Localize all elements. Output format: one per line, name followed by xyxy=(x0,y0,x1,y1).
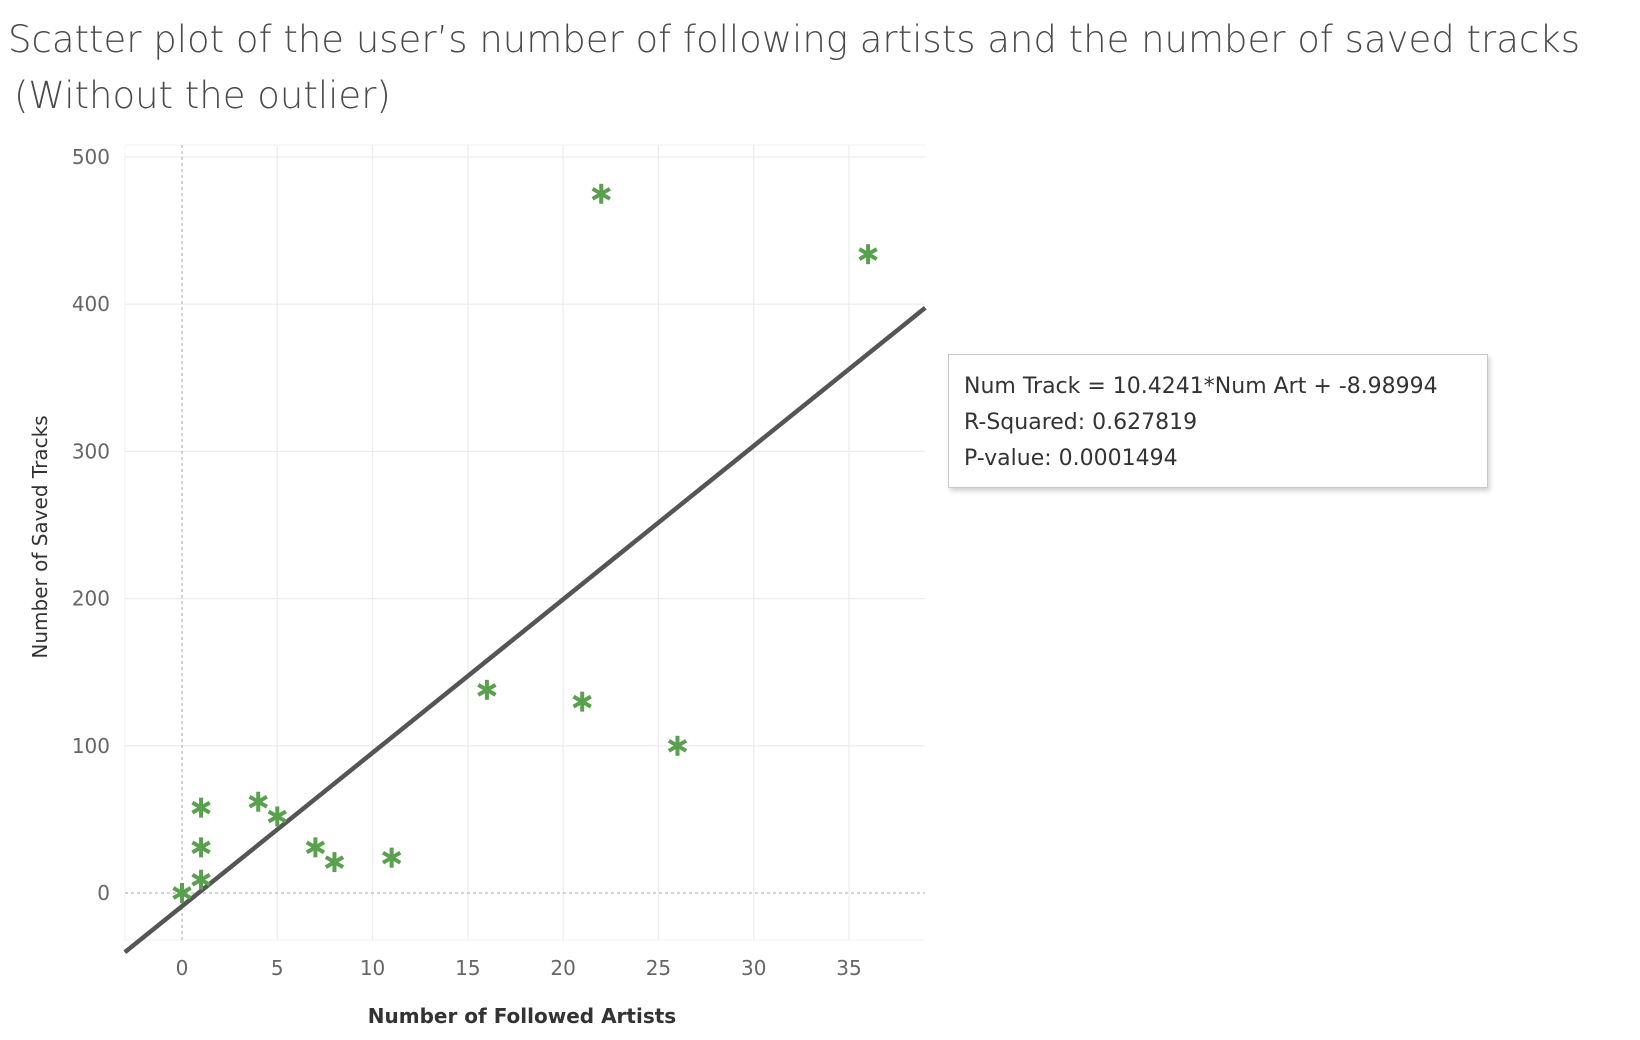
y-axis-ticks: 0 100 200 300 400 500 xyxy=(72,145,110,905)
data-point-stroke xyxy=(324,855,345,869)
data-points xyxy=(172,183,878,903)
data-point xyxy=(191,837,211,858)
trend-equation: Num Track = 10.4241*Num Art + -8.98994 xyxy=(964,374,1438,399)
y-tick-label: 400 xyxy=(72,292,110,316)
data-point xyxy=(858,244,878,265)
x-axis-title: Number of Followed Artists xyxy=(368,1004,676,1028)
data-point-stroke xyxy=(191,840,211,855)
trend-line xyxy=(123,306,927,955)
data-point xyxy=(191,797,211,818)
data-point-stroke xyxy=(305,840,326,855)
data-point-stroke xyxy=(172,886,192,900)
trend-line-tooltip: Num Track = 10.4241*Num Art + -8.98994 R… xyxy=(948,354,1488,488)
grid-lines xyxy=(124,144,925,941)
data-point xyxy=(305,837,326,858)
data-point xyxy=(667,735,688,756)
data-point-stroke xyxy=(591,187,611,201)
data-point-stroke xyxy=(248,795,268,809)
x-tick-label: 25 xyxy=(646,956,671,980)
x-axis-ticks: 0 5 10 15 20 25 30 35 xyxy=(176,956,862,980)
x-tick-label: 30 xyxy=(741,956,766,980)
x-tick-label: 15 xyxy=(455,956,480,980)
data-point-stroke xyxy=(267,809,287,824)
chart-title: Scatter plot of the user’s number of fol… xyxy=(8,12,1628,124)
y-tick-label: 300 xyxy=(72,439,110,463)
data-point xyxy=(267,806,287,827)
data-point xyxy=(172,883,192,903)
x-tick-label: 5 xyxy=(271,956,284,980)
data-point xyxy=(248,791,268,812)
data-point xyxy=(477,679,497,700)
data-point xyxy=(191,869,211,890)
data-point xyxy=(591,183,611,204)
x-tick-label: 10 xyxy=(360,956,385,980)
y-tick-label: 100 xyxy=(72,734,110,758)
y-axis-title: Number of Saved Tracks xyxy=(28,415,52,658)
trend-line-group xyxy=(123,306,927,955)
trend-r-squared: R-Squared: 0.627819 xyxy=(964,410,1198,435)
trend-p-value: P-value: 0.0001494 xyxy=(964,446,1178,471)
data-point xyxy=(381,847,402,868)
data-point-stroke xyxy=(381,850,402,865)
data-point-stroke xyxy=(572,694,592,709)
zero-lines xyxy=(125,145,925,940)
data-point-stroke xyxy=(191,873,211,887)
data-point-stroke xyxy=(667,739,688,753)
chart-title-line-2: (Without the outlier) xyxy=(14,74,391,117)
data-point xyxy=(572,691,592,712)
data-point-stroke xyxy=(191,800,211,815)
x-tick-label: 20 xyxy=(550,956,575,980)
chart-title-line-1: Scatter plot of the user’s number of fol… xyxy=(8,18,1580,61)
data-point-stroke xyxy=(858,247,878,261)
y-tick-label: 0 xyxy=(97,881,110,905)
y-tick-label: 200 xyxy=(72,587,110,611)
data-point xyxy=(324,852,345,873)
data-point-stroke xyxy=(477,683,497,697)
y-tick-label: 500 xyxy=(72,145,110,169)
x-tick-label: 35 xyxy=(836,956,861,980)
x-tick-label: 0 xyxy=(176,956,189,980)
